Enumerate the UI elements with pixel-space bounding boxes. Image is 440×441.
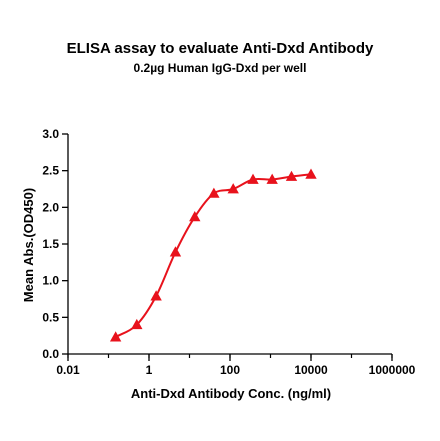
y-axis-label: Mean Abs.(OD450) <box>21 188 36 302</box>
x-tick-label: 10000 <box>294 363 328 377</box>
x-tick-label: 100 <box>220 363 240 377</box>
y-tick-label: 2.5 <box>42 164 59 178</box>
fit-curve <box>115 173 312 338</box>
x-tick-label: 1000000 <box>369 363 416 377</box>
y-tick-label: 1.5 <box>42 237 59 251</box>
y-tick-label: 1.0 <box>42 274 59 288</box>
data-points-layer <box>109 168 317 342</box>
data-point <box>189 211 201 222</box>
fit-curve-layer <box>115 173 312 338</box>
data-point <box>169 246 182 257</box>
data-point <box>109 331 122 342</box>
data-point <box>131 318 143 330</box>
data-point <box>285 170 298 181</box>
y-tick-label: 3.0 <box>42 127 59 141</box>
y-tick-label: 2.0 <box>42 200 59 214</box>
x-axis-label: Anti-Dxd Antibody Conc. (ng/ml) <box>131 386 331 401</box>
data-point <box>266 173 278 184</box>
chart-subtitle: 0.2µg Human IgG-Dxd per well <box>133 61 307 75</box>
chart-title: ELISA assay to evaluate Anti-Dxd Antibod… <box>66 40 374 57</box>
y-tick-label: 0.5 <box>42 310 59 324</box>
data-point <box>208 187 220 198</box>
axes: 0.0 0.5 1.0 1.5 2.0 2.5 3.0 0.01 1 100 10000 100000… <box>42 127 415 377</box>
data-point <box>150 290 162 301</box>
x-tick-label: 0.01 <box>56 363 80 377</box>
data-point <box>227 183 239 194</box>
y-tick-label: 0.0 <box>42 347 59 361</box>
data-point <box>305 168 317 179</box>
x-tick-label: 1 <box>146 363 153 377</box>
data-point <box>247 173 259 184</box>
